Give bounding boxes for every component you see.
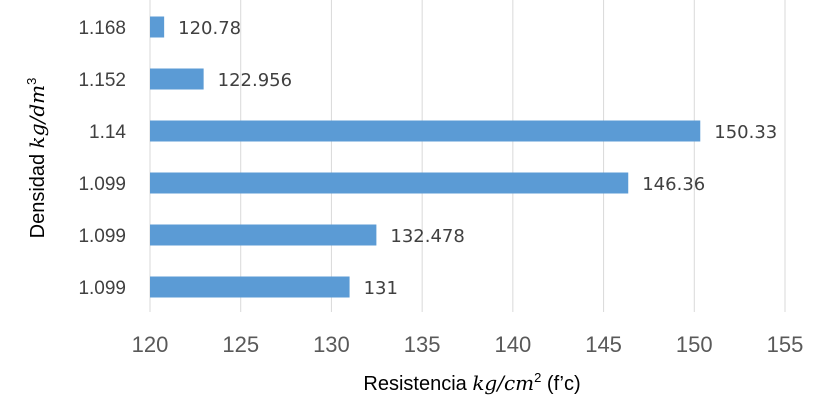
x-tick-label: 145	[585, 332, 622, 357]
data-labels: 120.78 122.956 150.33 146.36 132.478 131	[178, 18, 777, 299]
data-label: 122.956	[218, 70, 292, 91]
y-tick-label: 1.099	[78, 174, 126, 195]
x-tick-label: 125	[222, 332, 259, 357]
bar-2	[150, 120, 701, 142]
bar-4	[150, 224, 377, 246]
bar-3	[150, 172, 629, 194]
data-label: 120.78	[178, 18, 241, 39]
x-axis-title-math: kg/cm	[472, 371, 534, 395]
data-label: 132.478	[390, 226, 464, 247]
gridlines	[149, 0, 786, 312]
y-tick-label: 1.152	[78, 70, 126, 91]
x-tick-label: 150	[676, 332, 713, 357]
data-label: 150.33	[714, 122, 777, 143]
y-tick-label: 1.168	[78, 18, 126, 39]
x-axis-title: Resistencia kg/cm2 (f’c)	[363, 370, 580, 395]
x-axis-title-prefix: Resistencia	[363, 373, 472, 395]
y-axis-title: Densidad kg/dm3	[24, 78, 49, 239]
y-axis-title-sup: 3	[24, 78, 39, 85]
bar-5	[150, 276, 350, 298]
y-tick-label: 1.099	[78, 278, 126, 299]
data-label: 146.36	[642, 174, 705, 195]
data-label: 131	[364, 278, 398, 299]
x-tick-label: 130	[313, 332, 350, 357]
x-tick-label: 155	[767, 332, 804, 357]
bar-0	[150, 16, 165, 38]
y-tick-label: 1.14	[89, 122, 126, 143]
y-tick-labels: 1.168 1.152 1.14 1.099 1.099 1.099	[78, 18, 126, 299]
x-axis-title-sup: 2	[534, 370, 541, 385]
x-tick-label: 120	[132, 332, 169, 357]
y-tick-label: 1.099	[78, 226, 126, 247]
x-tick-label: 135	[404, 332, 441, 357]
x-tick-label: 140	[494, 332, 531, 357]
y-axis-title-prefix: Densidad	[27, 148, 49, 238]
y-axis-title-math: kg/dm	[25, 85, 49, 148]
x-tick-labels: 120 125 130 135 140 145 150 155	[132, 332, 804, 357]
bar-1	[150, 68, 204, 90]
bars	[150, 16, 701, 298]
x-axis-title-suffix: (f’c)	[541, 373, 580, 395]
